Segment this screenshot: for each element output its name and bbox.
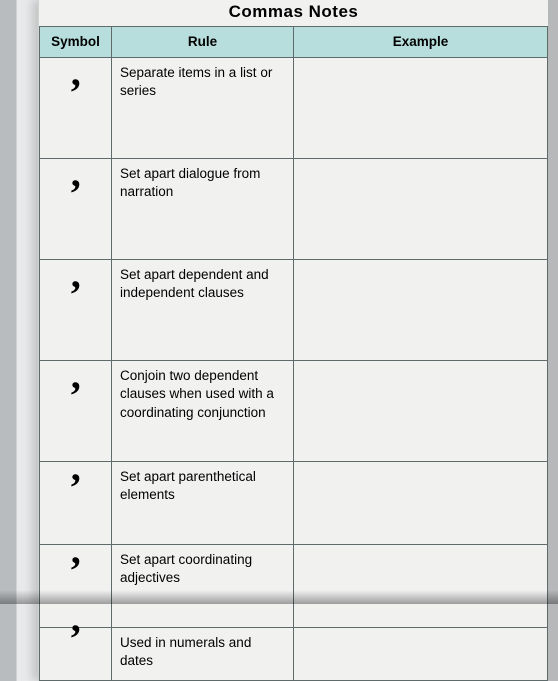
rule-cell: Set apart dependent and independent clau… — [112, 260, 294, 361]
example-cell — [294, 628, 548, 681]
worksheet-page: Commas Notes Symbol Rule Example ’ Separ… — [38, 0, 548, 681]
example-cell — [294, 159, 548, 260]
table-row: ’ Used in numerals and dates — [40, 628, 548, 681]
example-cell — [294, 462, 548, 545]
table-row: ’ Set apart dialogue from narration — [40, 159, 548, 260]
table-header-row: Symbol Rule Example — [40, 27, 548, 58]
col-rule: Rule — [112, 27, 294, 58]
table-row: ’ Set apart coordinating adjectives — [40, 545, 548, 628]
rule-cell: Set apart dialogue from narration — [112, 159, 294, 260]
page-title: Commas Notes — [39, 0, 548, 26]
table-row: ’ Set apart dependent and independent cl… — [40, 260, 548, 361]
col-symbol: Symbol — [40, 27, 112, 58]
example-cell — [294, 58, 548, 159]
example-cell — [294, 260, 548, 361]
example-cell — [294, 545, 548, 628]
rule-cell: Conjoin two dependent clauses when used … — [112, 361, 294, 462]
rule-cell: Set apart parenthetical elements — [112, 462, 294, 545]
rule-cell: Set apart coordinating adjectives — [112, 545, 294, 628]
rule-cell: Separate items in a list or series — [112, 58, 294, 159]
table-row: ’ Separate items in a list or series — [40, 58, 548, 159]
example-cell — [294, 361, 548, 462]
col-example: Example — [294, 27, 548, 58]
commas-table: Symbol Rule Example ’ Separate items in … — [39, 26, 548, 681]
rule-cell: Used in numerals and dates — [112, 628, 294, 681]
table-row: ’ Set apart parenthetical elements — [40, 462, 548, 545]
table-row: ’ Conjoin two dependent clauses when use… — [40, 361, 548, 462]
